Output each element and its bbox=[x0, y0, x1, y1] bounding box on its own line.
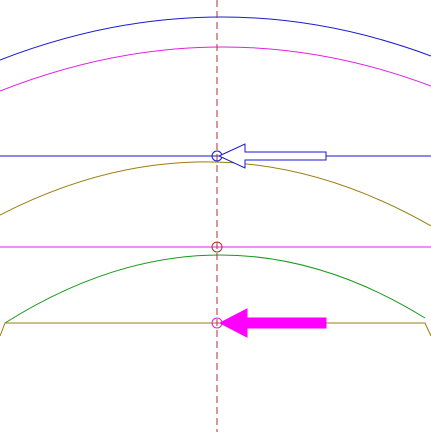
magenta-arc bbox=[0, 46, 431, 92]
olive-arc bbox=[0, 161, 431, 227]
green-arc bbox=[4, 254, 426, 324]
point-marker bbox=[211, 241, 223, 253]
blue-arc bbox=[0, 16, 431, 61]
filled-arrow bbox=[218, 308, 327, 338]
olive-line bbox=[0, 322, 431, 337]
hollow-arrow bbox=[217, 143, 327, 169]
